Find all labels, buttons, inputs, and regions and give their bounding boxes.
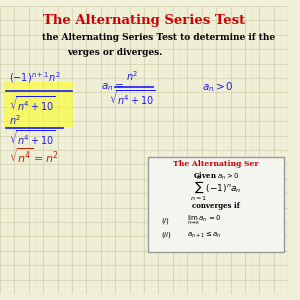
- Text: $\sum_{n=1}^{\infty}(-1)^n a_n$: $\sum_{n=1}^{\infty}(-1)^n a_n$: [190, 175, 242, 203]
- Text: $n^2$: $n^2$: [9, 113, 21, 127]
- Text: $a_n>0$: $a_n>0$: [202, 80, 234, 94]
- Text: $(-1)^{n+1} n^2$: $(-1)^{n+1} n^2$: [9, 70, 60, 86]
- Text: $(ii)$: $(ii)$: [161, 230, 172, 240]
- Text: $\lim_{n\to\infty} a_n = 0$: $\lim_{n\to\infty} a_n = 0$: [187, 214, 222, 227]
- FancyBboxPatch shape: [4, 82, 74, 127]
- Text: The Alternating Series Test: The Alternating Series Test: [43, 14, 245, 27]
- Text: verges or diverges.: verges or diverges.: [68, 47, 163, 56]
- Text: the Alternating Series Test to determine if the: the Alternating Series Test to determine…: [42, 33, 275, 42]
- Text: $\sqrt{n^4+10}$: $\sqrt{n^4+10}$: [9, 95, 56, 113]
- Text: $a_n=$: $a_n=$: [101, 81, 124, 92]
- Text: $\sqrt{n^4+10}$: $\sqrt{n^4+10}$: [109, 89, 156, 107]
- Text: $n^2$: $n^2$: [126, 70, 139, 83]
- Text: $\sqrt{n^4+10}$: $\sqrt{n^4+10}$: [9, 129, 56, 148]
- Text: $a_{n+1} \leq a_n$: $a_{n+1} \leq a_n$: [187, 230, 222, 240]
- Text: $(i)$: $(i)$: [161, 216, 170, 226]
- Text: The Alternating Ser: The Alternating Ser: [173, 160, 259, 168]
- FancyBboxPatch shape: [148, 157, 284, 252]
- Text: $\sqrt{n^4}=n^2$: $\sqrt{n^4}=n^2$: [9, 146, 59, 165]
- Text: Given $a_n > 0$: Given $a_n > 0$: [193, 170, 239, 182]
- Text: converges if: converges if: [192, 202, 240, 210]
